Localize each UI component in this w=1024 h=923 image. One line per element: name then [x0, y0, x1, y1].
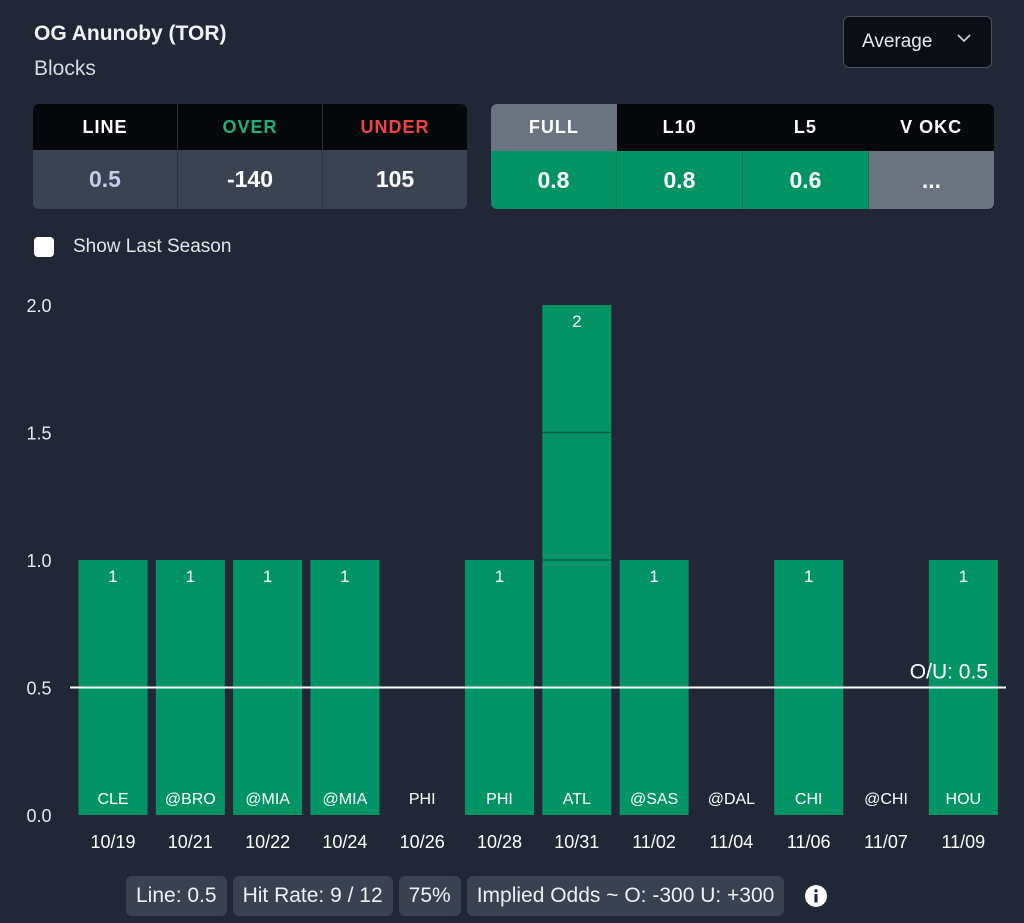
summary-hit-rate-pill: Hit Rate: 9 / 12 — [232, 876, 393, 916]
opponent-label: CLE — [97, 791, 128, 808]
opponent-label: @BRO — [165, 791, 216, 808]
y-tick-label: 1.0 — [26, 551, 51, 571]
opponent-label: @SAS — [630, 791, 678, 808]
x-tick-label: 11/02 — [632, 832, 676, 852]
tab-l5[interactable]: L5 — [793, 117, 817, 137]
averages-table: FULL L10 L5 V OKC 0.8 0.8 0.6 ... — [491, 104, 994, 209]
y-tick-label: 1.5 — [26, 424, 51, 444]
x-tick-label: 11/06 — [787, 832, 831, 852]
summary-line-pill: Line: 0.5 — [126, 876, 227, 916]
y-tick-label: 0.5 — [26, 679, 51, 699]
ou-line-label: O/U: 0.5 — [910, 661, 988, 684]
x-tick-label: 11/04 — [710, 832, 754, 852]
avg-l5-value: 0.6 — [743, 151, 869, 209]
avg-full-value: 0.8 — [491, 151, 617, 209]
opponent-label: PHI — [486, 791, 513, 808]
summary-percent-pill: 75% — [398, 876, 461, 916]
opponent-label: @DAL — [708, 791, 755, 808]
opponent-label: CHI — [795, 791, 823, 808]
x-tick-label: 10/28 — [477, 832, 522, 852]
tab-v-okc[interactable]: V OKC — [900, 117, 963, 137]
x-tick-label: 10/26 — [400, 832, 445, 852]
x-tick-label: 10/24 — [322, 832, 367, 852]
bar-value-label: 1 — [649, 567, 658, 586]
x-tick-label: 11/07 — [864, 832, 908, 852]
odds-header-over: OVER — [178, 104, 323, 150]
tab-l10[interactable]: L10 — [662, 117, 697, 137]
player-name: OG Anunoby (TOR) — [34, 22, 227, 45]
bar-value-label: 1 — [108, 567, 117, 586]
y-tick-label: 0.0 — [26, 806, 51, 826]
tab-full[interactable]: FULL — [491, 104, 617, 151]
x-tick-label: 10/22 — [245, 832, 290, 852]
odds-over-value: -140 — [178, 150, 323, 209]
opponent-label: HOU — [946, 791, 982, 808]
summary-bar: Line: 0.5 Hit Rate: 9 / 12 75% Implied O… — [126, 876, 828, 916]
show-last-season-label: Show Last Season — [73, 236, 232, 257]
opponent-label: PHI — [409, 791, 436, 808]
bar-value-label: 1 — [804, 567, 813, 586]
bar-value-label: 1 — [495, 567, 504, 586]
y-tick-label: 2.0 — [26, 296, 51, 316]
odds-header-line: LINE — [33, 104, 178, 150]
bar-value-label: 2 — [572, 312, 581, 331]
odds-header-under: UNDER — [360, 116, 430, 137]
show-last-season-checkbox[interactable] — [34, 237, 54, 257]
odds-line-value: 0.5 — [33, 150, 178, 209]
opponent-label: @MIA — [323, 791, 368, 808]
avg-l10-value: 0.8 — [617, 151, 743, 209]
odds-under-value: 105 — [375, 166, 415, 192]
dropdown-selected-label: Average — [862, 31, 933, 52]
summary-implied-odds-pill: Implied Odds ~ O: -300 U: +300 — [466, 876, 785, 916]
x-tick-label: 10/31 — [554, 832, 599, 852]
bar-value-label: 1 — [186, 567, 195, 586]
chevron-down-icon — [957, 34, 971, 43]
x-tick-label: 11/09 — [941, 832, 985, 852]
opponent-label: @CHI — [864, 791, 908, 808]
show-last-season-toggle[interactable]: Show Last Season — [34, 236, 231, 258]
x-tick-label: 10/19 — [90, 832, 135, 852]
bar-value-label: 1 — [340, 567, 349, 586]
opponent-label: @MIA — [245, 791, 290, 808]
blocks-bar-chart: 0.0 0.5 1.0 1.5 2.0 1 CLE 10/19 1 @BRO 10/21 1 @MIA 1… — [26, 296, 1006, 852]
x-tick-label: 10/21 — [168, 832, 213, 852]
average-dropdown[interactable]: Average — [843, 16, 992, 68]
stat-name: Blocks — [34, 57, 96, 80]
info-icon[interactable] — [804, 884, 828, 908]
odds-table: LINE OVER UNDER 0.5 -140 105 — [33, 104, 467, 209]
bar-value-label: 1 — [959, 567, 968, 586]
opponent-label: ATL — [563, 791, 591, 808]
avg-v-okc-value: ... — [869, 151, 994, 209]
bar-value-label: 1 — [263, 567, 272, 586]
